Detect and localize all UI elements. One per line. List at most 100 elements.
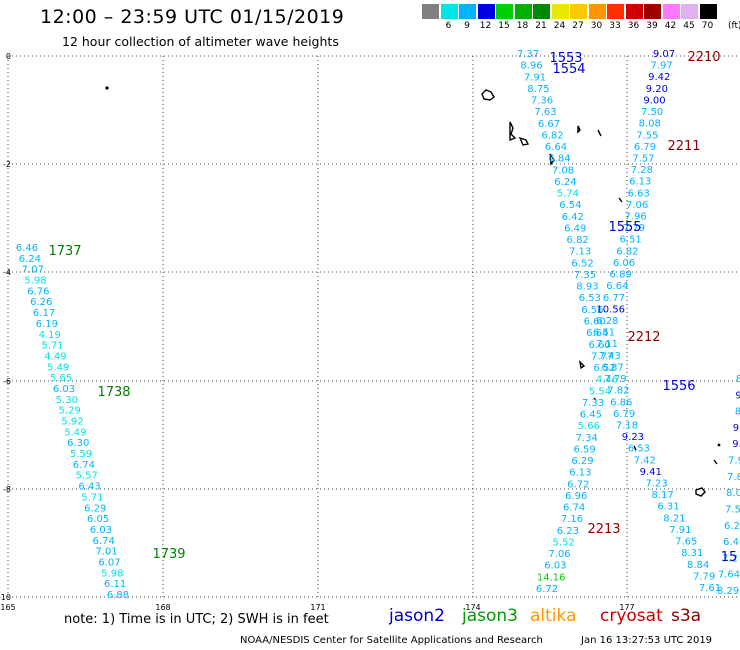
wave-height-value: 9.20 [646,84,668,95]
wave-height-value: 7.5 [725,504,740,515]
wave-height-value: 14.16 [537,572,566,583]
island-dot [105,86,109,90]
wave-height-value: 6.06 [613,258,635,269]
wave-height-value: 6.24 [19,254,41,265]
scale-label: 15 [498,21,510,31]
wave-height-value: 9.07 [653,49,675,60]
wave-height-value: 4.49 [44,351,66,362]
wave-height-value: 7.11 [596,339,618,350]
wave-height-value: 6.45 [580,410,602,421]
pass-time-label: 15 [721,550,738,565]
wave-height-value: 7.61 [699,583,721,594]
y-tick-label: 0 [6,52,11,61]
island-outline [509,121,517,142]
wave-height-value: 5.98 [101,568,123,579]
wave-height-value: 6.59 [573,444,595,455]
x-tick-label: 177 [619,603,634,612]
scale-swatch [440,4,458,19]
y-tick-label: -6 [3,377,11,386]
wave-height-value: 7.50 [641,107,663,118]
pass-time-label: 1739 [152,547,185,562]
wave-height-value: 7.65 [675,537,697,548]
wave-height-value: 6.17 [33,308,55,319]
map-grid [7,55,740,598]
mission-cryosat: cryosat [600,606,663,626]
wave-height-value: 5.49 [64,427,86,438]
wave-height-value: 7.8 [727,472,740,483]
wave-height-value: 5.30 [56,395,78,406]
wave-height-value: 7.34 [576,433,598,444]
wave-height-value: 6.49 [564,223,586,234]
scale-swatch [681,4,698,19]
wave-height-value: 6.88 [107,590,129,601]
wave-height-value: 6.43 [78,482,100,493]
wave-height-value: 7.79 [604,374,626,385]
pass-time-label: 2213 [587,522,620,537]
wave-height-value: 6.56 [581,305,603,316]
wave-height-value: 8.08 [639,119,661,130]
wave-height-value: 6.64 [586,328,608,339]
wave-height-value: 8.93 [576,282,598,293]
wave-height-value: 7.06 [626,200,648,211]
scale-swatch [607,4,624,19]
wave-height-value: 7.42 [634,455,656,466]
wave-height-value: 5.54 [589,386,611,397]
scale-label: 27 [572,21,584,31]
wave-height-value: 6.13 [629,177,651,188]
credit-line: NOAA/NESDIS Center for Satellite Applica… [240,635,543,646]
wave-height-value: 6.72 [536,584,558,595]
scale-swatch [551,4,569,19]
wave-height-value: 6.72 [567,479,589,490]
wave-height-value: 4.46 [596,375,618,386]
wave-height-value: 7.16 [561,514,583,525]
pass-time-label: 1553 [549,51,582,66]
wave-height-value: 6.29 [84,503,106,514]
wave-height-value: 9 [735,390,740,401]
island-outline [549,153,555,166]
wave-height-value: 7.91 [669,525,691,536]
wave-height-value: 7.77 [591,351,613,362]
island-outline [713,459,718,465]
wave-height-value: 6.2 [724,521,740,532]
scale-label: 36 [627,21,640,31]
wave-height-value: 6.26 [30,297,52,308]
chart-subtitle: 12 hour collection of altimeter wave hei… [62,34,339,49]
wave-height-value: 5.66 [578,421,600,432]
scale-swatch [477,4,495,19]
wave-height-value: 7.18 [616,420,638,431]
wave-height-value: 6.77 [603,293,625,304]
wave-height-value: 6.76 [27,286,49,297]
wave-height-value: 6.03 [90,525,112,536]
y-tick-label: -10 [0,593,11,602]
island-outline [593,397,597,401]
wave-height-value: 6.46 [16,243,38,254]
wave-height-value: 8.0 [726,488,740,499]
wave-height-value: 6.87 [601,362,623,373]
wave-height-value: 6.63 [628,188,650,199]
wave-height-value: 9.23 [622,432,644,443]
chart-title: 12:00 – 23:59 UTC 01/15/2019 [40,6,345,28]
y-tick-label: -8 [3,485,11,494]
pass-time-label: 2210 [687,50,720,65]
scale-swatch [588,4,606,19]
scale-label: 39 [646,21,658,31]
wave-height-value: 6.51 [593,328,615,339]
wave-height-value: 6.79 [613,409,635,420]
wave-height-value: 6.07 [98,557,120,568]
wave-height-value: 6.64 [606,281,628,292]
scale-swatch [514,4,532,19]
wave-height-value: 7.63 [534,107,556,118]
island-outline [618,197,623,203]
scale-label: 33 [609,21,621,31]
wave-height-value: 7.96 [624,212,646,223]
scale-label: 70 [701,21,714,31]
wave-height-value: 6.29 [571,456,593,467]
wave-height-value: 7.06 [548,549,570,560]
scale-swatch [422,4,439,19]
wave-height-value: 5.92 [61,417,83,428]
wave-height-value: 6.03 [53,384,75,395]
wave-height-value: 6.64 [545,142,567,153]
y-tick-label: -2 [3,160,11,169]
wave-height-value: 7.37 [517,49,539,60]
wave-height-value: 8.31 [681,548,703,559]
